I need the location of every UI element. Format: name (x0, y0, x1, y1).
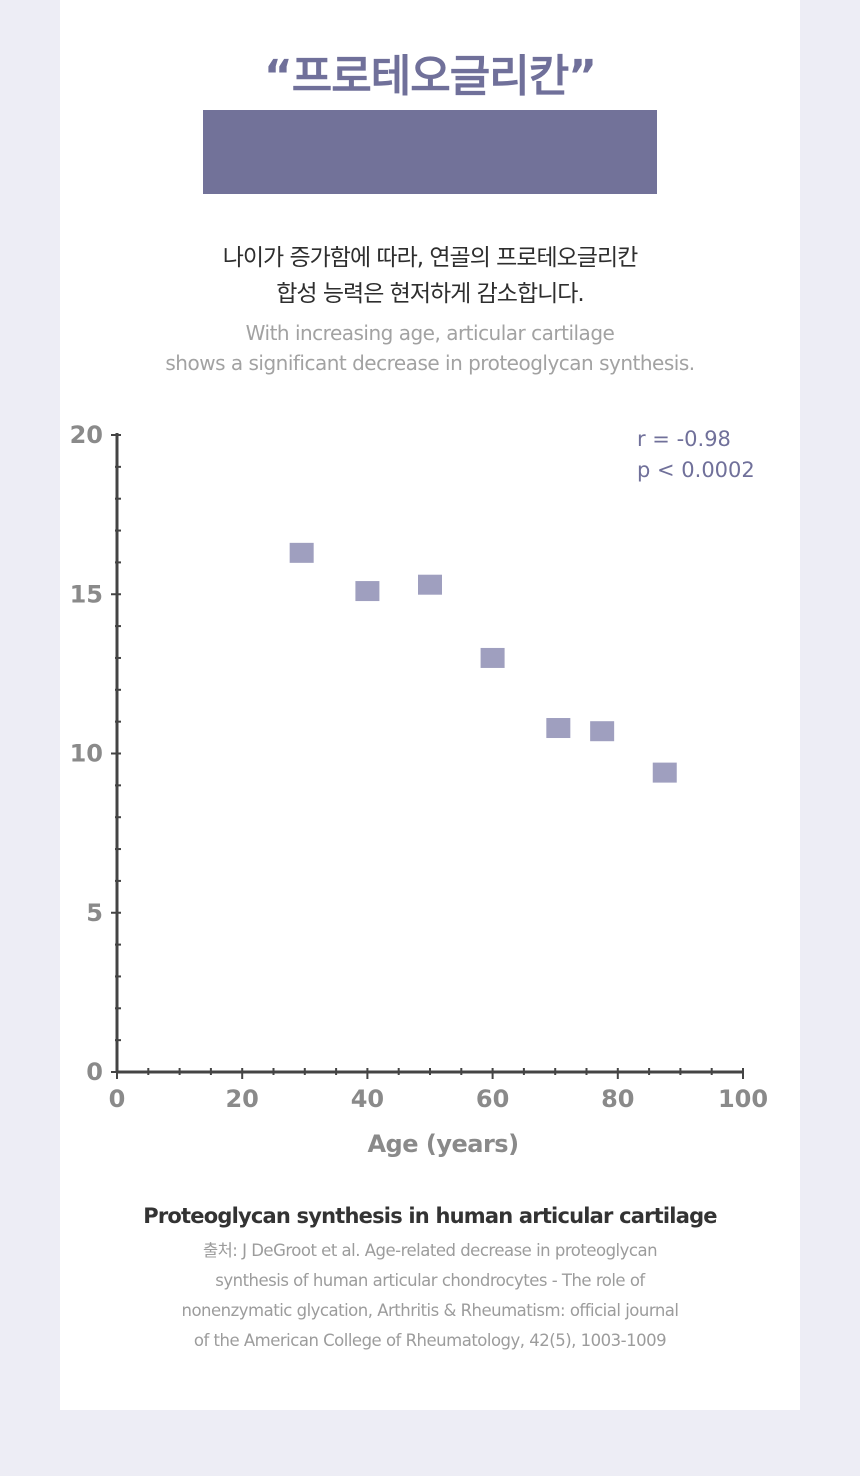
y-tick-label: 10 (70, 740, 103, 768)
x-tick-label: 20 (225, 1085, 258, 1113)
subtitle-english-line-2: shows a significant decrease in proteogl… (165, 351, 695, 375)
subtitle-english: With increasing age, articular cartilage… (60, 318, 800, 378)
y-tick-label: 5 (86, 899, 103, 927)
data-point (355, 581, 380, 602)
data-point (590, 721, 615, 742)
x-tick-label: 100 (718, 1085, 768, 1113)
subtitle-english-line-1: With increasing age, articular cartilage (245, 321, 615, 345)
subtitle-korean-line-2: 합성 능력은 현저하게 감소합니다. (276, 281, 584, 307)
y-tick-label: 15 (70, 580, 103, 608)
x-axis-label: Age (years) (367, 1130, 518, 1158)
data-point (652, 762, 677, 783)
stat-annotation: r = -0.98 (637, 427, 731, 451)
y-tick-label: 20 (70, 421, 103, 449)
caption-source-line-3: nonenzymatic glycation, Arthritis & Rheu… (181, 1301, 680, 1320)
stat-annotation: p < 0.0002 (637, 458, 755, 482)
caption-source-line-2: synthesis of human articular chondrocyte… (215, 1271, 645, 1290)
content-card: “프로테오글리칸” 나이가 증가함에 따라, 연골의 프로테오글리칸 합성 능력… (60, 0, 800, 1410)
page-title: “프로테오글리칸” (263, 51, 597, 102)
x-tick-label: 60 (476, 1085, 509, 1113)
subtitle-korean: 나이가 증가함에 따라, 연골의 프로테오글리칸 합성 능력은 현저하게 감소합… (60, 240, 800, 312)
data-point (480, 647, 505, 668)
caption-source-line-4: of the American College of Rheumatology,… (193, 1331, 667, 1350)
x-tick-label: 40 (351, 1085, 384, 1113)
data-point (546, 718, 571, 739)
x-tick-label: 0 (109, 1085, 126, 1113)
x-tick-label: 80 (601, 1085, 634, 1113)
data-point (289, 542, 314, 563)
caption-source-line-1: 출처: J DeGroot et al. Age-related decreas… (202, 1241, 658, 1260)
data-point (418, 574, 442, 595)
caption-source: 출처: J DeGroot et al. Age-related decreas… (140, 1236, 720, 1356)
caption-title: Proteoglycan synthesis in human articula… (143, 1204, 717, 1228)
subtitle-korean-line-1: 나이가 증가함에 따라, 연골의 프로테오글리칸 (222, 245, 639, 271)
y-tick-label: 0 (86, 1058, 103, 1086)
accent-banner (203, 110, 657, 194)
scatter-chart: 0 5 10 15 20 0 20 40 60 80 100 Age (years) r = -0.98… (70, 421, 768, 1158)
